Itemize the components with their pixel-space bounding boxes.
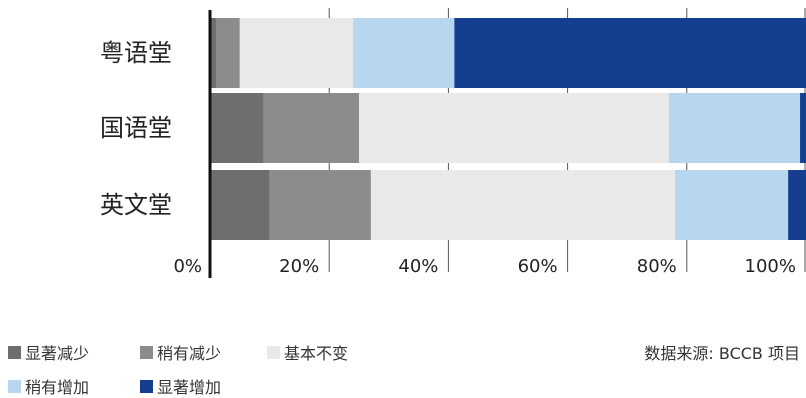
- bar-segment: [359, 93, 669, 163]
- legend-swatch: [8, 379, 21, 393]
- bar-segment: [668, 93, 801, 163]
- data-source-note: 数据来源: BCCB 项目: [644, 344, 800, 363]
- category-label: 粤语堂: [100, 39, 172, 67]
- bar-segment: [263, 93, 359, 163]
- bar-segment: [210, 170, 270, 240]
- legend-item-significant-increase: 显著增加: [140, 374, 221, 398]
- legend-label: 显著增加: [157, 378, 222, 397]
- category-label: 国语堂: [100, 114, 172, 142]
- bar-segment: [239, 18, 354, 88]
- bar-segment: [370, 170, 675, 240]
- x-tick-label: 40%: [398, 256, 438, 277]
- bar-segment: [269, 170, 371, 240]
- legend-label: 显著减少: [25, 344, 90, 363]
- bar-segment: [210, 93, 264, 163]
- bar-segment: [353, 18, 455, 88]
- legend-label: 稍有减少: [157, 344, 222, 363]
- legend-swatch: [140, 379, 153, 393]
- legend-item-slight-decrease: 稍有减少: [140, 340, 221, 364]
- legend-item-significant-decrease: 显著减少: [8, 340, 89, 364]
- bar-segment: [788, 170, 806, 240]
- x-tick-label: 20%: [279, 256, 319, 277]
- legend-label: 稍有增加: [25, 378, 90, 397]
- bar-segment: [215, 18, 240, 88]
- legend-item-no-change: 基本不变: [267, 340, 348, 364]
- x-tick-label: 0%: [173, 256, 202, 277]
- x-tick-label: 80%: [637, 256, 677, 277]
- legend-swatch: [140, 345, 153, 359]
- x-tick-label: 100%: [745, 256, 796, 277]
- bar-segment: [800, 93, 806, 163]
- legend-swatch: [8, 345, 21, 359]
- legend-swatch: [267, 345, 280, 359]
- category-label: 英文堂: [100, 191, 172, 219]
- legend-item-slight-increase: 稍有增加: [8, 374, 89, 398]
- bar-segment: [454, 18, 806, 88]
- bar-segment: [674, 170, 789, 240]
- legend-label: 基本不变: [284, 344, 349, 363]
- bar-segment: [210, 18, 216, 88]
- x-tick-label: 60%: [518, 256, 558, 277]
